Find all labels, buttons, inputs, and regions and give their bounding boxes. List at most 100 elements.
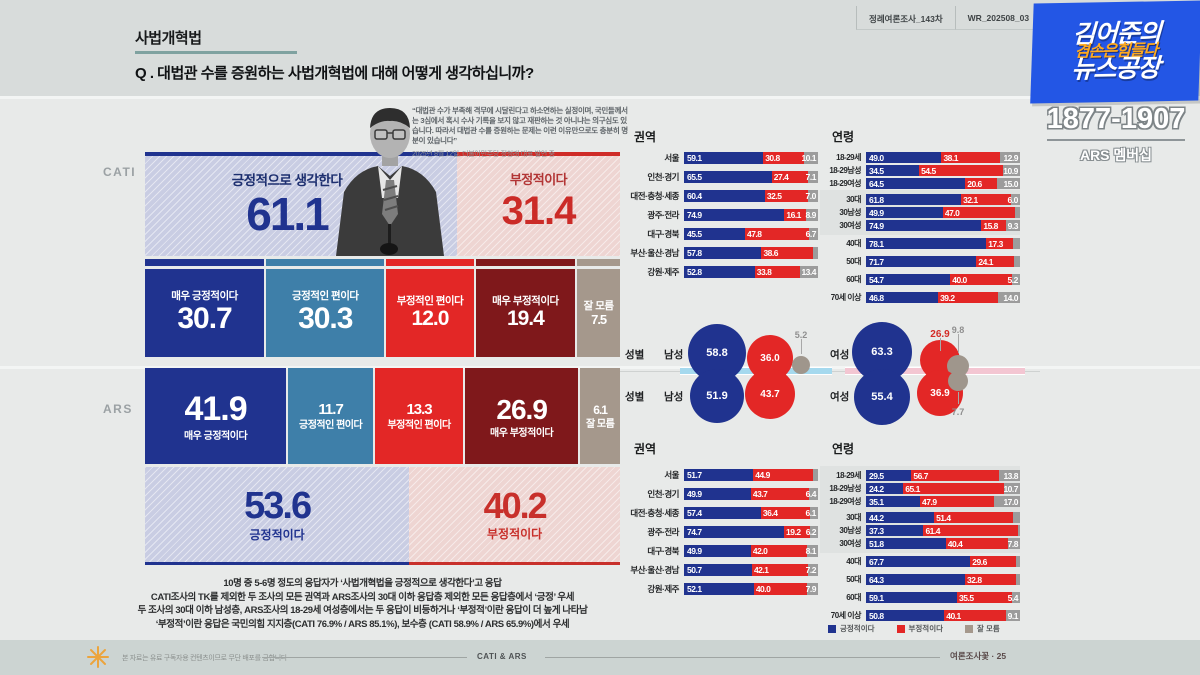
row-label: 서울 bbox=[664, 470, 679, 480]
dk-segment bbox=[1013, 256, 1020, 267]
chart-row: 대전·충청·세종 60.4 32.5 7.0 bbox=[622, 190, 818, 202]
row-label: 대전·충청·세종 bbox=[630, 191, 679, 201]
row-bar: 49.9 47.0 bbox=[866, 207, 1020, 218]
segment-value: 65.1 bbox=[905, 483, 920, 494]
dk-segment bbox=[1017, 525, 1020, 536]
answer-segment: 26.9 매우 부정적이다 bbox=[465, 368, 579, 464]
segment-value: 40.0 bbox=[755, 584, 771, 594]
annotation-line bbox=[958, 392, 959, 404]
segment-cap bbox=[145, 259, 265, 266]
segment-value: 46.8 bbox=[869, 292, 884, 303]
cati-section-label: CATI bbox=[103, 165, 137, 179]
neg-segment: 32.8 bbox=[965, 574, 1016, 585]
row-bar: 64.5 20.6 15.0 bbox=[866, 178, 1020, 189]
pos-segment: 61.8 bbox=[866, 194, 962, 205]
dk-segment: 15.0 bbox=[996, 178, 1020, 189]
row-bar: 52.8 33.8 13.4 bbox=[684, 266, 818, 278]
cati-positive-label: 긍정적으로 생각한다 bbox=[231, 173, 343, 188]
row-label: 30대 bbox=[846, 513, 861, 522]
segment-value: 30.8 bbox=[765, 153, 780, 163]
dk-segment: 6.0 bbox=[1008, 194, 1020, 205]
summary-line: ‘부정적’이란 응답은 국민의힘 지지층(CATI 76.9% / ARS 85… bbox=[155, 618, 570, 630]
answer-segment: 41.9 매우 긍정적이다 bbox=[145, 368, 287, 464]
membership-label: ARS 멤버십 bbox=[1079, 147, 1153, 163]
header-strip bbox=[0, 0, 1200, 99]
segment-value: 6.1 bbox=[593, 402, 608, 417]
row-label: 대구·경북 bbox=[647, 229, 679, 239]
quote-text: “대법관 수가 부족해 격무에 시달린다고 하소연하는 실정이며, 국민들께서는… bbox=[412, 106, 628, 145]
dk-bubble bbox=[792, 356, 810, 374]
legend-label: 긍정적이다 bbox=[840, 624, 875, 633]
copyright-disclaimer: 본 자료는 유료 구독자용 컨텐츠이므로 무단 배포를 금합니다 bbox=[122, 655, 288, 662]
pos-segment: 34.5 bbox=[866, 165, 920, 176]
annotation-line bbox=[940, 338, 941, 351]
ars-positive-block: 53.6 긍정적이다 bbox=[145, 467, 410, 565]
neg-segment: 54.5 bbox=[919, 165, 1004, 176]
neg-segment: 65.1 bbox=[903, 483, 1004, 494]
pos-segment: 35.1 bbox=[866, 496, 921, 507]
gender-title: 성별 bbox=[625, 349, 645, 361]
chart-row: 18-29남성 34.5 54.5 10.9 bbox=[820, 165, 1020, 176]
dk-segment: 10.7 bbox=[1003, 483, 1020, 494]
segment-value: 8.1 bbox=[805, 546, 817, 556]
legend-label: 부정적이다 bbox=[908, 624, 944, 633]
dk-segment: 8.1 bbox=[805, 545, 818, 557]
ars-overall-chart: 53.6 긍정적이다 40.2 부정적이다 bbox=[145, 467, 620, 565]
summary-line: 두 조사의 30대 이하 남성층, ARS조사의 18-29세 여성층에서는 두… bbox=[137, 605, 588, 616]
annotation-line bbox=[801, 339, 802, 354]
segment-value: 9.1 bbox=[1007, 610, 1019, 621]
pos-segment: 74.9 bbox=[684, 209, 785, 221]
row-bar: 35.1 47.9 17.0 bbox=[866, 496, 1020, 507]
segment-value: 19.4 bbox=[506, 307, 545, 330]
pos-segment: 74.9 bbox=[866, 220, 982, 231]
row-label: 광주·전라 bbox=[647, 527, 679, 537]
dk-segment: 13.4 bbox=[800, 266, 818, 278]
answer-segment: 긍정적인 편이다 30.3 bbox=[266, 259, 385, 357]
segment-body: 잘 모름 7.5 bbox=[577, 269, 620, 357]
bubble-annotation: 7.7 bbox=[951, 407, 965, 417]
segment-value: 41.9 bbox=[184, 390, 247, 428]
segment-body: 매우 부정적이다 19.4 bbox=[475, 269, 576, 357]
segment-value: 16.1 bbox=[786, 210, 801, 220]
row-label: 60대 bbox=[846, 275, 861, 284]
row-bar: 49.9 43.7 6.4 bbox=[684, 488, 818, 500]
segment-value: 40.1 bbox=[946, 610, 961, 621]
pos-segment: 64.5 bbox=[866, 178, 966, 189]
dk-segment: 7.8 bbox=[1008, 538, 1020, 549]
row-label: 50대 bbox=[846, 257, 861, 266]
dk-segment: 7.1 bbox=[806, 171, 818, 183]
row-label: 18-29여성 bbox=[829, 497, 861, 506]
segment-value: 44.9 bbox=[755, 470, 770, 480]
pos-segment: 44.2 bbox=[866, 512, 935, 523]
row-bar: 64.3 32.8 bbox=[866, 574, 1020, 585]
segment-body: 부정적인 편이다 12.0 bbox=[386, 269, 474, 357]
segment-value: 61.8 bbox=[869, 194, 884, 205]
neg-segment: 47.8 bbox=[744, 228, 810, 240]
chart-row: 대구·경북 49.9 42.0 8.1 bbox=[622, 545, 818, 557]
segment-value: 37.3 bbox=[869, 525, 884, 536]
segment-value: 13.3 bbox=[406, 401, 432, 418]
chart-title: 권역 bbox=[634, 130, 657, 144]
pos-segment: 59.1 bbox=[684, 152, 764, 164]
row-label: 18-29남성 bbox=[829, 484, 861, 493]
pos-bubble: 55.4 bbox=[854, 369, 910, 425]
ars-negative-label: 부정적이다 bbox=[487, 527, 543, 541]
segment-value: 39.2 bbox=[940, 292, 955, 303]
row-label: 광주·전라 bbox=[647, 210, 679, 220]
dk-segment: 10.9 bbox=[1003, 165, 1020, 176]
phone-number: 1877-1907 bbox=[1046, 103, 1186, 135]
neg-segment: 38.6 bbox=[761, 247, 814, 259]
row-bar: 50.8 40.1 9.1 bbox=[866, 610, 1020, 621]
show-logo: 김어준의 겸손은힘들다 뉴스공장 bbox=[1030, 0, 1200, 104]
segment-value: 40.0 bbox=[952, 274, 967, 285]
row-label: 30남성 bbox=[839, 208, 861, 217]
chart-row: 70세 이상 50.8 40.1 9.1 bbox=[820, 610, 1020, 621]
chart-row: 60대 54.7 40.0 5.2 bbox=[820, 274, 1020, 285]
dk-segment bbox=[1015, 574, 1020, 585]
segment-value: 6.7 bbox=[805, 229, 817, 239]
segment-value: 36.4 bbox=[762, 508, 778, 518]
legend-item: 잘 모름 bbox=[965, 623, 1000, 634]
pos-segment: 74.7 bbox=[684, 526, 785, 538]
politician-quote: “대법관 수가 부족해 격무에 시달린다고 하소연하는 실정이며, 국민들께서는… bbox=[412, 106, 630, 160]
segment-value: 35.5 bbox=[959, 592, 974, 603]
